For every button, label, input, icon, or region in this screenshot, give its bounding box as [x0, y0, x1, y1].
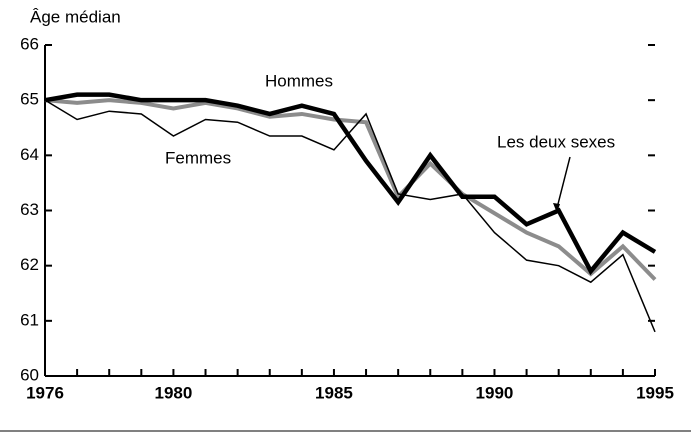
x-tick-label: 1980 [155, 383, 193, 402]
y-axis-label: Âge médian [30, 7, 121, 26]
x-tick-label: 1990 [476, 383, 514, 402]
series-label: Hommes [265, 71, 333, 90]
series-line [44, 92, 657, 276]
x-tick-label: 1995 [636, 383, 674, 402]
series-line [44, 99, 656, 333]
y-tick-label: 62 [20, 255, 39, 274]
y-tick-label: 63 [20, 200, 39, 219]
y-tick-label: 60 [20, 365, 39, 384]
x-tick-label: 1976 [26, 383, 64, 402]
y-tick-label: 66 [20, 34, 39, 53]
series-label: Les deux sexes [497, 132, 615, 151]
y-tick-label: 65 [20, 90, 39, 109]
series-label: Femmes [165, 148, 231, 167]
arrow-head [553, 203, 560, 213]
x-tick-label: 1985 [315, 383, 353, 402]
y-tick-label: 61 [20, 310, 39, 329]
annotation-arrow [556, 156, 571, 209]
y-tick-label: 64 [20, 145, 39, 164]
series-line [44, 98, 657, 281]
